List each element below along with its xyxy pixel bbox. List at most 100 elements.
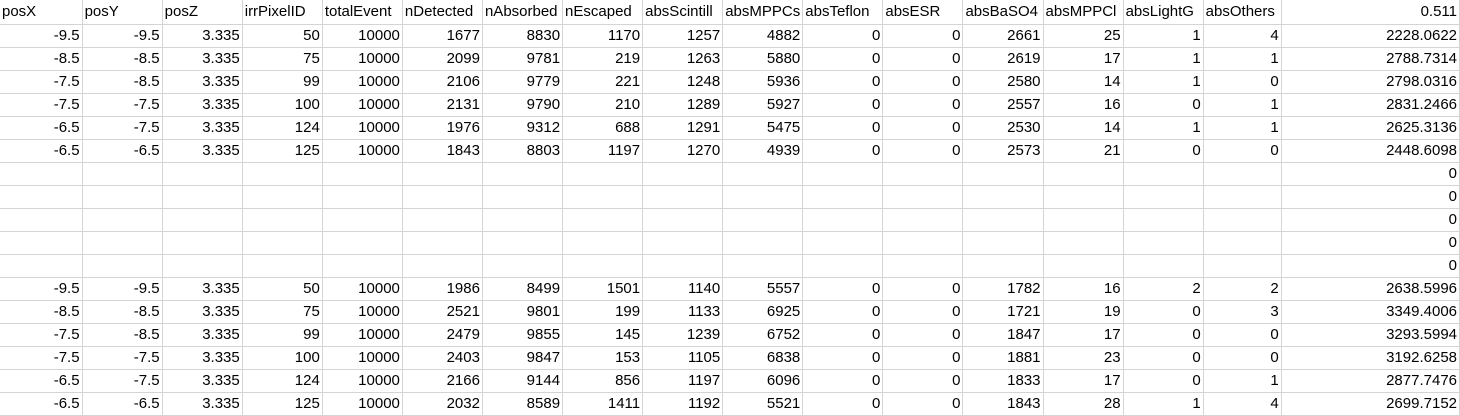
table-cell[interactable]: 3.335 (162, 24, 243, 48)
table-cell[interactable]: 3192.6258 (1281, 346, 1460, 370)
table-cell[interactable]: 2521 (402, 300, 483, 324)
table-cell[interactable] (162, 185, 243, 209)
table-cell[interactable] (962, 254, 1044, 278)
table-cell[interactable]: 125 (242, 392, 323, 416)
table-cell[interactable]: -9.5 (82, 277, 163, 301)
table-cell[interactable] (82, 208, 163, 232)
table-cell[interactable]: 5880 (722, 47, 804, 71)
table-cell[interactable]: 9144 (482, 369, 564, 393)
table-cell[interactable]: 75 (242, 300, 323, 324)
table-cell[interactable]: 9781 (482, 47, 564, 71)
table-cell[interactable]: -7.5 (0, 346, 83, 370)
table-cell[interactable]: 0 (882, 93, 964, 117)
table-cell[interactable]: 0 (802, 300, 884, 324)
table-cell[interactable] (1203, 208, 1282, 232)
table-cell[interactable] (562, 231, 644, 255)
table-cell[interactable] (962, 208, 1044, 232)
table-cell[interactable]: 16 (1043, 277, 1124, 301)
table-cell[interactable]: 1192 (642, 392, 724, 416)
table-cell[interactable] (722, 231, 804, 255)
table-cell[interactable] (882, 208, 964, 232)
table-cell[interactable] (562, 185, 644, 209)
table-cell[interactable]: 100 (242, 93, 323, 117)
table-cell[interactable] (1123, 208, 1204, 232)
table-cell[interactable]: 25 (1043, 24, 1124, 48)
table-cell[interactable]: 9790 (482, 93, 564, 117)
table-cell[interactable] (642, 208, 724, 232)
table-cell[interactable] (802, 185, 884, 209)
table-cell[interactable] (722, 185, 804, 209)
table-cell[interactable]: -6.5 (82, 392, 163, 416)
table-cell[interactable]: 10000 (322, 323, 403, 347)
table-cell[interactable] (162, 231, 243, 255)
table-cell[interactable]: 2798.0316 (1281, 70, 1460, 94)
table-cell[interactable] (562, 254, 644, 278)
table-cell[interactable]: 2099 (402, 47, 483, 71)
table-cell[interactable] (562, 208, 644, 232)
header-cell[interactable]: totalEvent (322, 0, 403, 25)
table-cell[interactable]: 0 (882, 24, 964, 48)
table-cell[interactable] (0, 231, 83, 255)
table-cell[interactable]: 3.335 (162, 369, 243, 393)
header-cell[interactable]: absTeflon (802, 0, 884, 25)
table-cell[interactable]: 10000 (322, 139, 403, 163)
table-cell[interactable]: 4 (1203, 392, 1282, 416)
header-cell[interactable]: posX (0, 0, 83, 25)
table-cell[interactable]: 0 (1123, 139, 1204, 163)
table-cell[interactable]: 10000 (322, 93, 403, 117)
table-cell[interactable]: -8.5 (82, 323, 163, 347)
table-cell[interactable]: 1239 (642, 323, 724, 347)
table-cell[interactable]: -6.5 (0, 392, 83, 416)
table-cell[interactable]: 10000 (322, 392, 403, 416)
table-cell[interactable] (802, 231, 884, 255)
table-cell[interactable] (162, 208, 243, 232)
table-cell[interactable]: 1 (1123, 392, 1204, 416)
table-cell[interactable]: 99 (242, 323, 323, 347)
table-cell[interactable]: 1843 (402, 139, 483, 163)
table-cell[interactable]: 8589 (482, 392, 564, 416)
table-cell[interactable]: 0 (882, 392, 964, 416)
table-cell[interactable] (242, 162, 323, 186)
table-cell[interactable] (1203, 254, 1282, 278)
table-cell[interactable]: 17 (1043, 47, 1124, 71)
table-cell[interactable]: 16 (1043, 93, 1124, 117)
table-cell[interactable] (1203, 185, 1282, 209)
table-cell[interactable]: 5475 (722, 116, 804, 140)
table-cell[interactable]: 1721 (962, 300, 1044, 324)
table-cell[interactable]: 1 (1123, 47, 1204, 71)
table-cell[interactable]: 17 (1043, 369, 1124, 393)
table-cell[interactable] (482, 208, 564, 232)
table-cell[interactable]: -7.5 (82, 369, 163, 393)
table-cell[interactable]: -9.5 (82, 24, 163, 48)
table-cell[interactable] (0, 162, 83, 186)
table-cell[interactable] (642, 162, 724, 186)
table-cell[interactable]: -7.5 (0, 93, 83, 117)
table-cell[interactable]: 0 (802, 369, 884, 393)
table-cell[interactable]: 3.335 (162, 70, 243, 94)
table-cell[interactable]: 1677 (402, 24, 483, 48)
table-cell[interactable]: -7.5 (82, 346, 163, 370)
table-cell[interactable] (322, 254, 403, 278)
table-cell[interactable]: 4882 (722, 24, 804, 48)
table-cell[interactable]: 10000 (322, 24, 403, 48)
table-cell[interactable]: 2479 (402, 323, 483, 347)
table-cell[interactable]: -8.5 (82, 47, 163, 71)
table-cell[interactable]: 199 (562, 300, 644, 324)
table-cell[interactable]: 10000 (322, 369, 403, 393)
table-cell[interactable]: -8.5 (0, 47, 83, 71)
header-cell[interactable]: 0.511 (1281, 0, 1460, 25)
table-cell[interactable]: 1 (1203, 369, 1282, 393)
table-cell[interactable] (882, 254, 964, 278)
table-cell[interactable]: 0 (1203, 346, 1282, 370)
table-cell[interactable]: 153 (562, 346, 644, 370)
table-cell[interactable]: 3 (1203, 300, 1282, 324)
table-cell[interactable]: 0 (882, 346, 964, 370)
table-cell[interactable]: 10000 (322, 300, 403, 324)
table-cell[interactable]: 1881 (962, 346, 1044, 370)
table-cell[interactable]: 1133 (642, 300, 724, 324)
table-cell[interactable]: 2573 (962, 139, 1044, 163)
table-cell[interactable]: 2131 (402, 93, 483, 117)
table-cell[interactable]: -7.5 (82, 93, 163, 117)
table-cell[interactable]: 688 (562, 116, 644, 140)
table-cell[interactable] (242, 254, 323, 278)
